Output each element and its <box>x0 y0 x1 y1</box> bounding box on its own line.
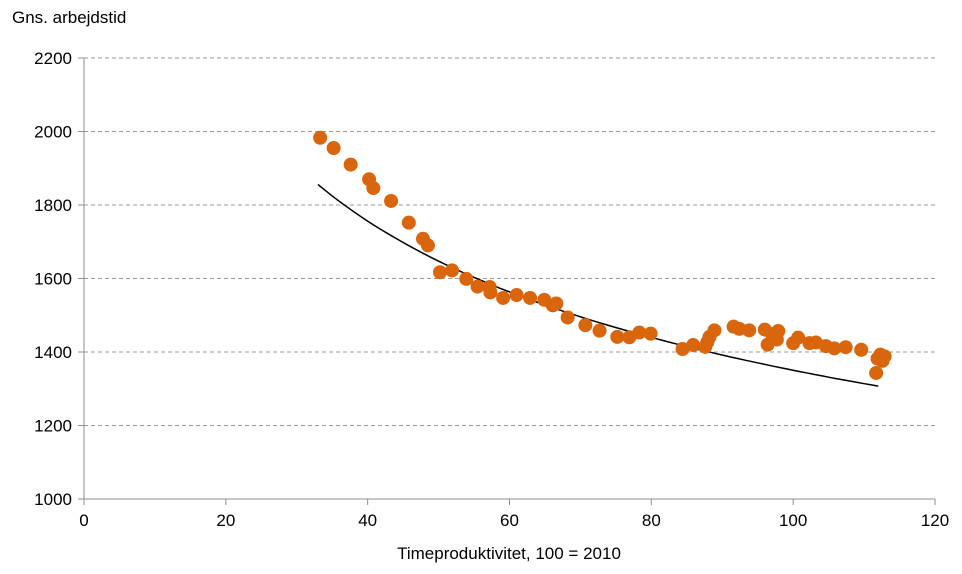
data-point <box>549 296 564 311</box>
data-point <box>742 323 757 338</box>
data-point <box>838 340 853 355</box>
data-point <box>686 338 701 353</box>
y-tick-label: 1200 <box>34 417 72 436</box>
data-points <box>313 130 892 380</box>
x-axis-title: Timeproduktivitet, 100 = 2010 <box>397 544 621 563</box>
trendline-group <box>317 183 879 387</box>
x-tick-label: 60 <box>500 511 519 530</box>
x-tick-label: 20 <box>216 511 235 530</box>
data-point <box>560 310 575 325</box>
data-point <box>420 238 435 253</box>
data-point <box>877 349 892 364</box>
x-tick-label: 0 <box>79 511 88 530</box>
y-tick-label: 1800 <box>34 196 72 215</box>
data-point <box>496 290 511 305</box>
x-tick-label: 40 <box>358 511 377 530</box>
data-point <box>366 181 381 196</box>
data-point <box>401 215 416 230</box>
data-point <box>459 271 474 286</box>
data-point <box>523 290 538 305</box>
data-point <box>827 341 842 356</box>
data-point <box>445 263 460 278</box>
y-axis-title: Gns. arbejdstid <box>12 8 127 27</box>
x-tick-label: 120 <box>921 511 949 530</box>
trendline <box>317 183 879 387</box>
data-point <box>643 326 658 341</box>
data-point <box>771 324 786 339</box>
x-tick-label: 100 <box>779 511 807 530</box>
data-point <box>384 193 399 208</box>
grid-lines <box>84 57 935 426</box>
data-point <box>326 141 341 156</box>
axes <box>78 57 936 505</box>
data-point <box>610 329 625 344</box>
y-tick-label: 1000 <box>34 490 72 509</box>
x-tick-label: 80 <box>642 511 661 530</box>
data-point <box>592 323 607 338</box>
data-point <box>578 318 593 333</box>
data-point <box>854 342 869 357</box>
y-tick-label: 1400 <box>34 343 72 362</box>
y-tick-label: 1600 <box>34 270 72 289</box>
data-point <box>791 330 806 345</box>
data-point <box>509 288 524 303</box>
y-tick-label: 2200 <box>34 49 72 68</box>
y-tick-labels: 1000 1200 1400 1600 1800 2000 2200 <box>34 49 72 509</box>
data-point <box>343 157 358 172</box>
y-tick-label: 2000 <box>34 123 72 142</box>
data-point <box>433 265 448 280</box>
data-point <box>632 325 647 340</box>
data-point <box>313 130 328 145</box>
data-point <box>869 365 884 380</box>
data-point <box>707 323 722 338</box>
data-point <box>470 279 485 294</box>
data-point <box>675 342 690 357</box>
data-point <box>483 285 498 300</box>
x-tick-labels: 0 20 40 60 80 100 120 <box>79 511 949 530</box>
